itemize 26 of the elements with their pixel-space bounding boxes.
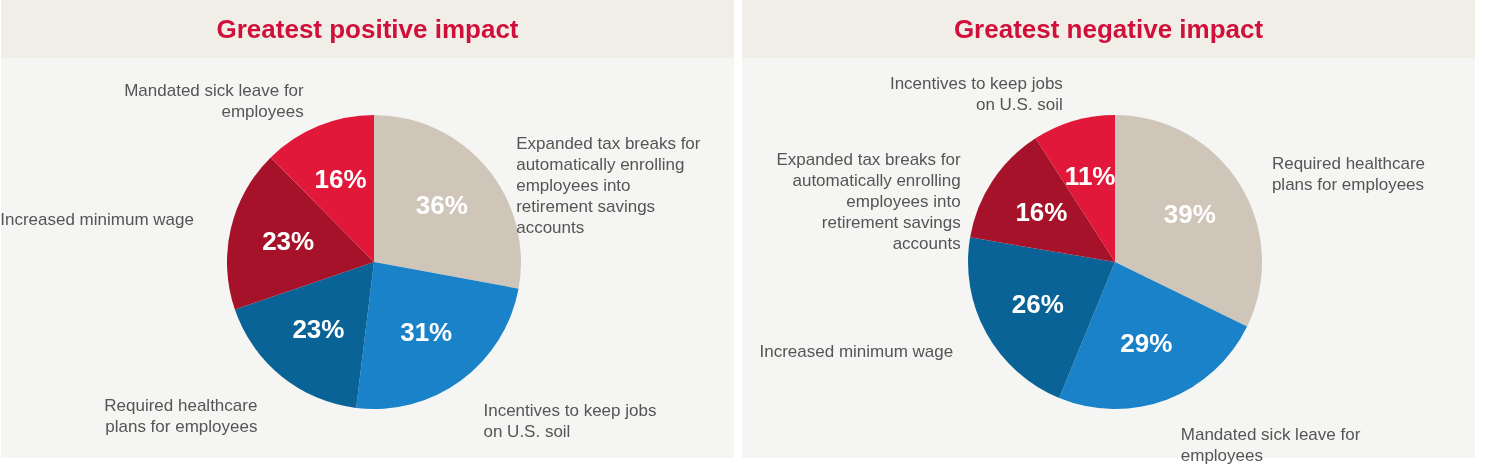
slice-label: Increased minimum wage xyxy=(759,341,954,361)
slice-label: Required healthcare plans for employees xyxy=(1271,154,1426,195)
slice-label: Incentives to keep jobs on U.S. soil xyxy=(889,74,1063,115)
data-label: 29% xyxy=(1120,328,1173,359)
slice-label: Expanded tax breaks for automatically enrolling employees into retirement savings accounts xyxy=(776,149,962,253)
slice-label: Mandated sick leave for employees xyxy=(124,80,305,121)
slice-label: Expanded tax breaks for automatically enrolling employees into retirement savings accounts xyxy=(516,133,701,237)
slice-label: Required healthcare plans for employees xyxy=(104,395,258,436)
data-label: 23% xyxy=(262,225,315,256)
slice-label: Increased minimum wage xyxy=(0,209,194,229)
chart-title: Greatest positive impact xyxy=(216,14,519,44)
pie-slice xyxy=(227,157,374,310)
data-label: 11% xyxy=(1064,161,1116,192)
data-label: 31% xyxy=(400,317,453,348)
pie-slice xyxy=(1115,115,1262,327)
data-label: 23% xyxy=(292,314,345,345)
slice-label: Incentives to keep jobs on U.S. soil xyxy=(483,401,657,442)
pie-slice xyxy=(968,237,1115,398)
chart-title: Greatest negative impact xyxy=(953,14,1264,44)
data-label: 39% xyxy=(1163,199,1216,230)
data-label: 36% xyxy=(415,189,468,220)
data-label: 26% xyxy=(1011,288,1064,319)
data-label: 16% xyxy=(314,164,367,195)
slice-label: Mandated sick leave for employees xyxy=(1180,424,1361,465)
pie-slice xyxy=(970,138,1115,262)
data-label: 16% xyxy=(1015,197,1068,228)
